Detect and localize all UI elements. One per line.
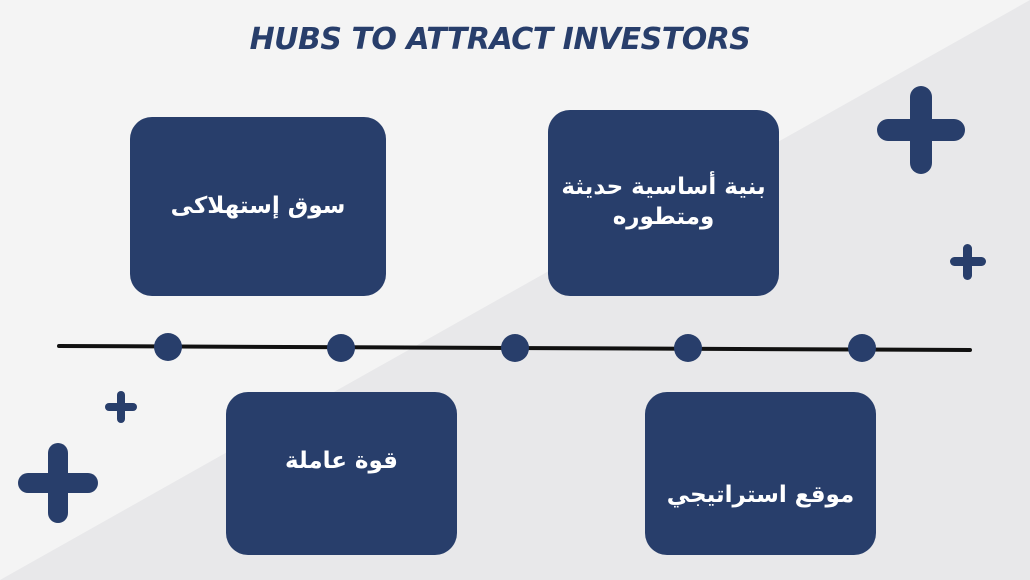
plus-icon	[877, 86, 965, 174]
consumer-market-label: سوق إستهلاكى	[170, 192, 346, 219]
infrastructure-box: بنية أساسية حديثة ومتطوره	[548, 110, 779, 296]
labor-force-label: قوة عاملة	[285, 447, 398, 474]
strategic-location-label: موقع استراتيجي	[666, 481, 855, 508]
plus-icon	[950, 244, 986, 280]
page-title: HUBS TO ATTRACT INVESTORS	[249, 22, 751, 57]
labor-force-box: قوة عاملة	[226, 392, 457, 555]
strategic-location-box: موقع استراتيجي	[645, 392, 876, 555]
consumer-market-box: سوق إستهلاكى	[130, 117, 386, 296]
infrastructure-label: بنية أساسية حديثة ومتطوره	[561, 174, 766, 230]
plus-icon	[105, 391, 137, 423]
plus-icon	[18, 443, 98, 523]
